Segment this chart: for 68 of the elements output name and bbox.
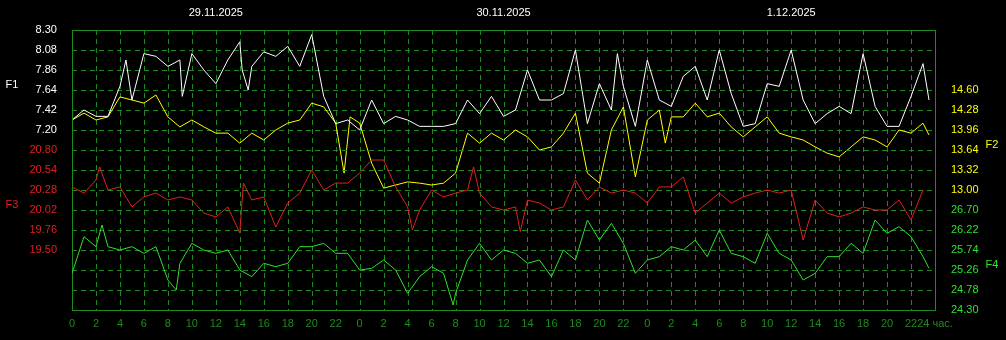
y2-tick-label: 25.26 [951, 263, 979, 276]
x-tick-label: 20 [593, 317, 606, 330]
x-tick-label: 6 [428, 317, 435, 330]
x2-tick-label: 30.11.2025 [476, 6, 531, 19]
y2-axis-title: F4 [985, 258, 999, 271]
x-tick-label: 12 [497, 317, 510, 330]
x2-tick-label: 29.11.2025 [188, 6, 243, 19]
y2-tick-label: 25.74 [951, 243, 979, 256]
y-axis-title: F1 [5, 78, 19, 91]
y2-axis-title: F2 [985, 138, 999, 151]
y2-tick-label: 26.70 [951, 203, 979, 216]
x-tick-label: 16 [832, 317, 846, 330]
y-tick-label: 19.76 [29, 223, 57, 236]
x-tick-label: 10 [185, 317, 198, 330]
x-tick-label: 6 [140, 317, 147, 330]
x-tick-label: 22 [904, 317, 918, 330]
x-tick-label: 14 [233, 317, 246, 330]
y-tick-label: 8.30 [35, 23, 57, 36]
y-tick-label: 7.64 [35, 83, 57, 96]
x-tick-label: 8 [452, 317, 459, 330]
y2-tick-label: 13.00 [951, 183, 979, 196]
x-tick-label: 24 час. [917, 317, 953, 330]
x-tick-label: 22 [329, 317, 342, 330]
x-tick-label: 12 [785, 317, 798, 330]
x-tick-label: 14 [809, 317, 822, 330]
x-tick-label: 8 [740, 317, 747, 330]
x-tick-label: 4 [404, 317, 411, 330]
y2-tick-label: 24.30 [951, 303, 979, 316]
y2-tick-label: 13.96 [951, 123, 979, 136]
x2-tick-label: 1.12.2025 [766, 6, 816, 19]
x-tick-label: 0 [68, 317, 76, 330]
y-tick-label: 20.28 [29, 183, 57, 196]
y2-tick-label: 24.78 [951, 283, 979, 296]
y-tick-label: 20.02 [29, 203, 57, 216]
x-tick-label: 18 [281, 317, 294, 330]
x-tick-label: 0 [644, 317, 651, 330]
x-tick-label: 4 [116, 317, 124, 330]
x-tick-label: 16 [257, 317, 270, 330]
x-tick-label: 10 [473, 317, 486, 330]
x-tick-label: 12 [209, 317, 222, 330]
y-tick-label: 7.20 [35, 123, 57, 136]
x-tick-label: 14 [521, 317, 534, 330]
x-tick-label: 10 [761, 317, 774, 330]
y-tick-label: 8.08 [35, 43, 57, 56]
x-tick-label: 22 [617, 317, 630, 330]
y2-tick-label: 13.64 [951, 143, 979, 156]
x-tick-label: 4 [692, 317, 699, 330]
y-tick-label: 7.86 [35, 63, 57, 76]
x-tick-label: 2 [668, 317, 675, 330]
x-tick-label: 18 [856, 317, 870, 330]
y-tick-label: 7.42 [35, 103, 57, 116]
y-tick-label: 19.50 [29, 243, 57, 256]
x-tick-label: 20 [880, 317, 894, 330]
x-tick-label: 20 [305, 317, 318, 330]
x-tick-label: 2 [380, 317, 387, 330]
x-tick-label: 2 [92, 317, 100, 330]
y2-tick-label: 14.60 [951, 83, 979, 96]
y-tick-label: 20.54 [29, 163, 57, 176]
y-tick-label: 20.80 [29, 143, 57, 156]
x-tick-label: 16 [545, 317, 558, 330]
y2-tick-label: 13.32 [951, 163, 979, 176]
y2-tick-label: 26.22 [951, 223, 979, 236]
x-tick-label: 0 [356, 317, 363, 330]
y-axis-title: F3 [5, 198, 19, 211]
x-tick-label: 6 [716, 317, 723, 330]
x-tick-label: 18 [569, 317, 582, 330]
y2-tick-label: 14.28 [951, 103, 979, 116]
x-tick-label: 8 [164, 317, 171, 330]
